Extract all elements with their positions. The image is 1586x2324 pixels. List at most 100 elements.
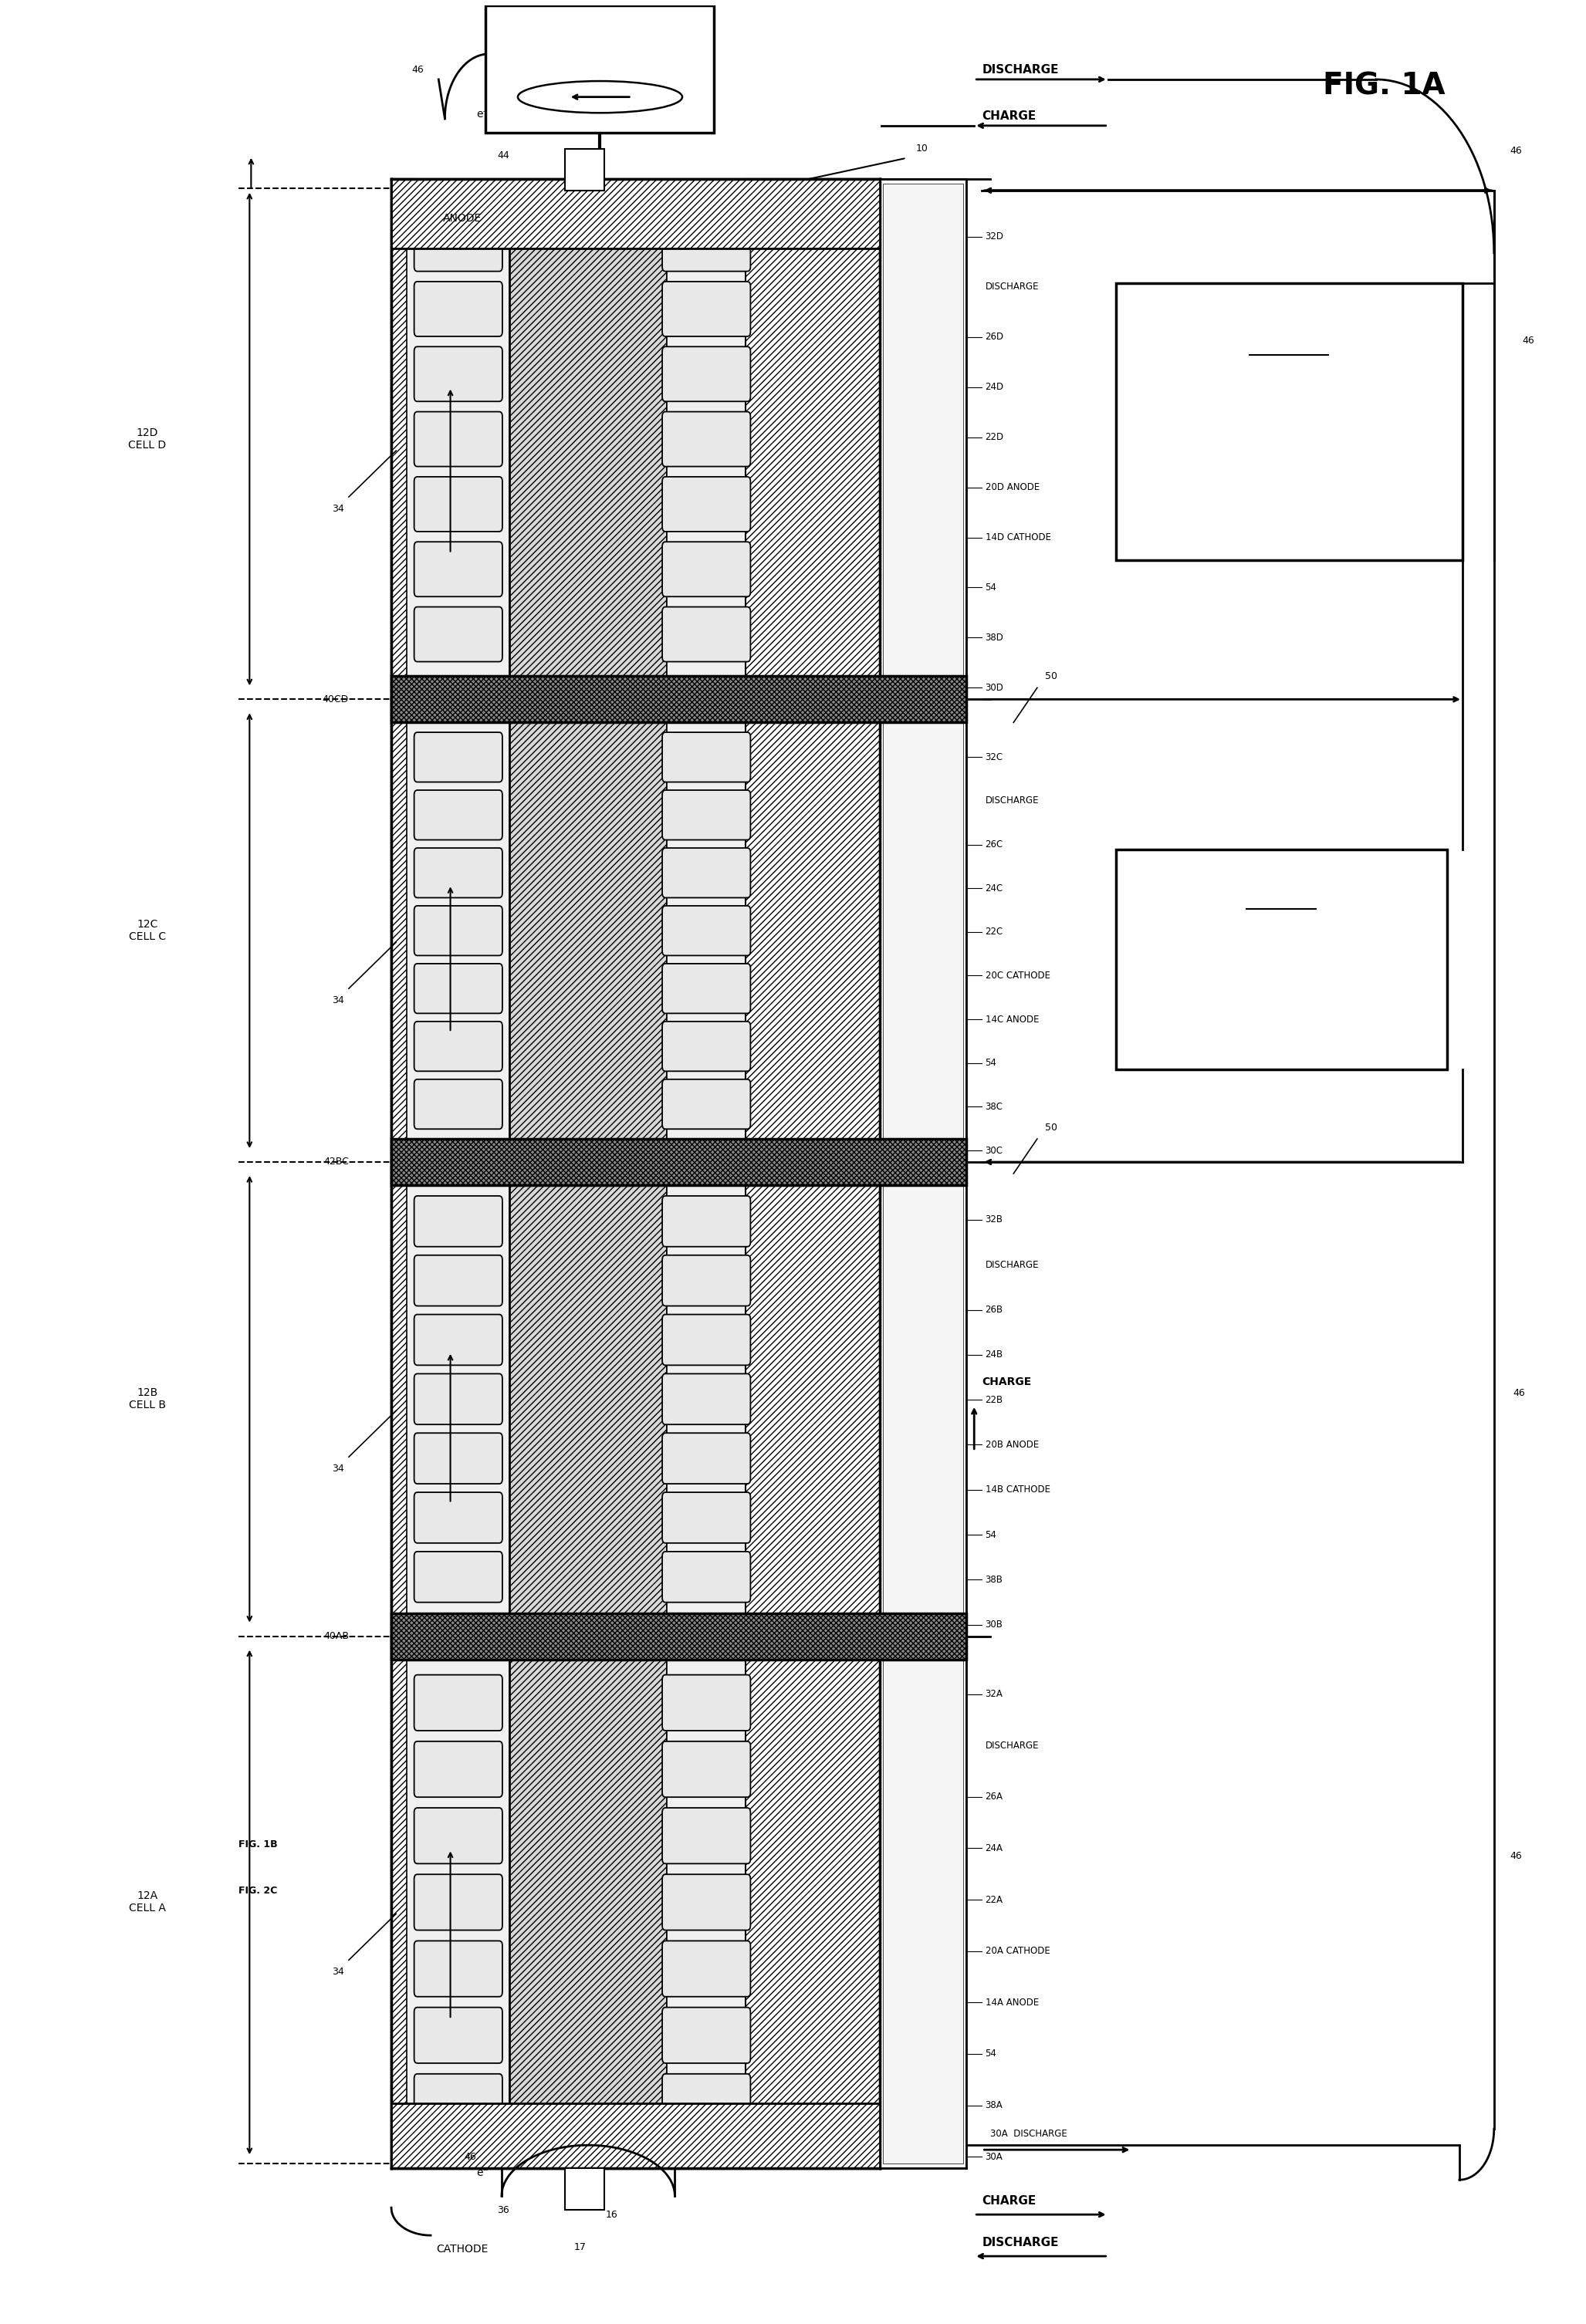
Text: DISCHARGE: DISCHARGE	[982, 2236, 1059, 2247]
Text: 38A: 38A	[985, 2101, 1002, 2110]
Text: 50: 50	[1045, 1122, 1058, 1132]
Text: 14B CATHODE: 14B CATHODE	[985, 1485, 1050, 1494]
FancyBboxPatch shape	[414, 346, 503, 402]
Text: 38B: 38B	[985, 1576, 1002, 1585]
Text: 22A: 22A	[985, 1894, 1002, 1906]
Text: 46: 46	[1510, 146, 1523, 156]
Text: 42BC: 42BC	[324, 1157, 349, 1167]
Bar	[565, 149, 604, 191]
Text: 46: 46	[465, 2152, 476, 2161]
FancyBboxPatch shape	[663, 1078, 750, 1129]
Text: 20B ANODE: 20B ANODE	[985, 1441, 1039, 1450]
Text: 26B: 26B	[985, 1304, 1002, 1315]
Text: 26C: 26C	[985, 839, 1002, 851]
Text: 48: 48	[1281, 328, 1297, 339]
Bar	[565, 2168, 604, 2210]
FancyBboxPatch shape	[414, 906, 503, 955]
Bar	[880, 700, 966, 1162]
Text: CHARGE: CHARGE	[982, 112, 1036, 123]
Text: 26A: 26A	[985, 1792, 1002, 1801]
Text: 44: 44	[496, 151, 509, 160]
FancyBboxPatch shape	[663, 1023, 750, 1071]
FancyBboxPatch shape	[663, 1315, 750, 1364]
Bar	[392, 700, 416, 1162]
Bar	[880, 179, 966, 700]
Bar	[509, 700, 668, 1162]
Bar	[392, 179, 416, 700]
FancyBboxPatch shape	[663, 1197, 750, 1246]
Bar	[392, 1162, 416, 1636]
Text: 20D ANODE: 20D ANODE	[985, 483, 1039, 493]
Text: CHARGE: CHARGE	[982, 2194, 1036, 2205]
Text: 54: 54	[985, 2050, 996, 2059]
FancyBboxPatch shape	[414, 1023, 503, 1071]
Text: 14C ANODE: 14C ANODE	[985, 1013, 1039, 1025]
FancyBboxPatch shape	[414, 1676, 503, 1731]
FancyBboxPatch shape	[414, 848, 503, 897]
Bar	[668, 700, 745, 1162]
Text: 18: 18	[592, 26, 607, 37]
FancyBboxPatch shape	[414, 541, 503, 597]
FancyBboxPatch shape	[663, 541, 750, 597]
Text: 40CD: 40CD	[322, 695, 349, 704]
FancyBboxPatch shape	[414, 964, 503, 1013]
FancyBboxPatch shape	[414, 476, 503, 532]
Bar	[509, 179, 668, 700]
Bar	[509, 1636, 668, 2168]
FancyBboxPatch shape	[414, 732, 503, 783]
FancyBboxPatch shape	[414, 411, 503, 467]
Text: e⁻: e⁻	[476, 2168, 488, 2178]
Text: 12A
CELL A: 12A CELL A	[128, 1892, 165, 1915]
FancyBboxPatch shape	[414, 281, 503, 337]
Bar	[408, 179, 509, 700]
Text: FIG. 2C: FIG. 2C	[238, 1885, 278, 1896]
FancyBboxPatch shape	[414, 1078, 503, 1129]
Text: 30B: 30B	[985, 1620, 1002, 1629]
Text: 10: 10	[917, 144, 928, 153]
Bar	[392, 2103, 880, 2168]
FancyBboxPatch shape	[663, 1808, 750, 1864]
FancyBboxPatch shape	[663, 964, 750, 1013]
Bar	[880, 1162, 966, 1636]
FancyBboxPatch shape	[663, 1373, 750, 1425]
Bar	[392, 676, 966, 723]
FancyBboxPatch shape	[414, 607, 503, 662]
Text: 14D CATHODE: 14D CATHODE	[985, 532, 1052, 541]
FancyBboxPatch shape	[414, 1373, 503, 1425]
Text: 46: 46	[412, 65, 423, 74]
Bar	[745, 1162, 880, 1636]
Bar	[509, 1162, 668, 1636]
Bar	[1117, 851, 1446, 1069]
Text: 34: 34	[331, 1464, 344, 1473]
Text: 50: 50	[1045, 672, 1058, 681]
FancyBboxPatch shape	[414, 1941, 503, 1996]
FancyBboxPatch shape	[414, 2073, 503, 2129]
Text: 34: 34	[331, 504, 344, 514]
Text: 46: 46	[1523, 335, 1535, 346]
Text: ELECTROLYTE: ELECTROLYTE	[1240, 951, 1323, 960]
Text: 16: 16	[606, 2210, 619, 2219]
FancyBboxPatch shape	[663, 732, 750, 783]
FancyBboxPatch shape	[663, 346, 750, 402]
FancyBboxPatch shape	[663, 1434, 750, 1483]
Bar	[883, 184, 963, 695]
Text: 30A  DISCHARGE: 30A DISCHARGE	[990, 2129, 1067, 2138]
Text: 14A ANODE: 14A ANODE	[985, 1996, 1039, 2008]
FancyBboxPatch shape	[414, 1255, 503, 1306]
Text: 40AB: 40AB	[324, 1631, 349, 1641]
Bar	[745, 700, 880, 1162]
FancyBboxPatch shape	[663, 2008, 750, 2064]
Text: 46: 46	[1510, 1850, 1523, 1862]
Bar	[1117, 284, 1462, 560]
Text: 36: 36	[496, 2205, 509, 2215]
Bar	[392, 179, 880, 249]
FancyBboxPatch shape	[414, 790, 503, 839]
FancyBboxPatch shape	[663, 848, 750, 897]
FancyBboxPatch shape	[663, 2073, 750, 2129]
FancyBboxPatch shape	[414, 2008, 503, 2064]
Bar	[392, 1139, 966, 1185]
Text: DISCHARGE: DISCHARGE	[985, 795, 1039, 806]
Text: 12B
CELL B: 12B CELL B	[128, 1387, 165, 1411]
Text: 24D: 24D	[985, 381, 1004, 393]
Bar	[485, 5, 714, 132]
